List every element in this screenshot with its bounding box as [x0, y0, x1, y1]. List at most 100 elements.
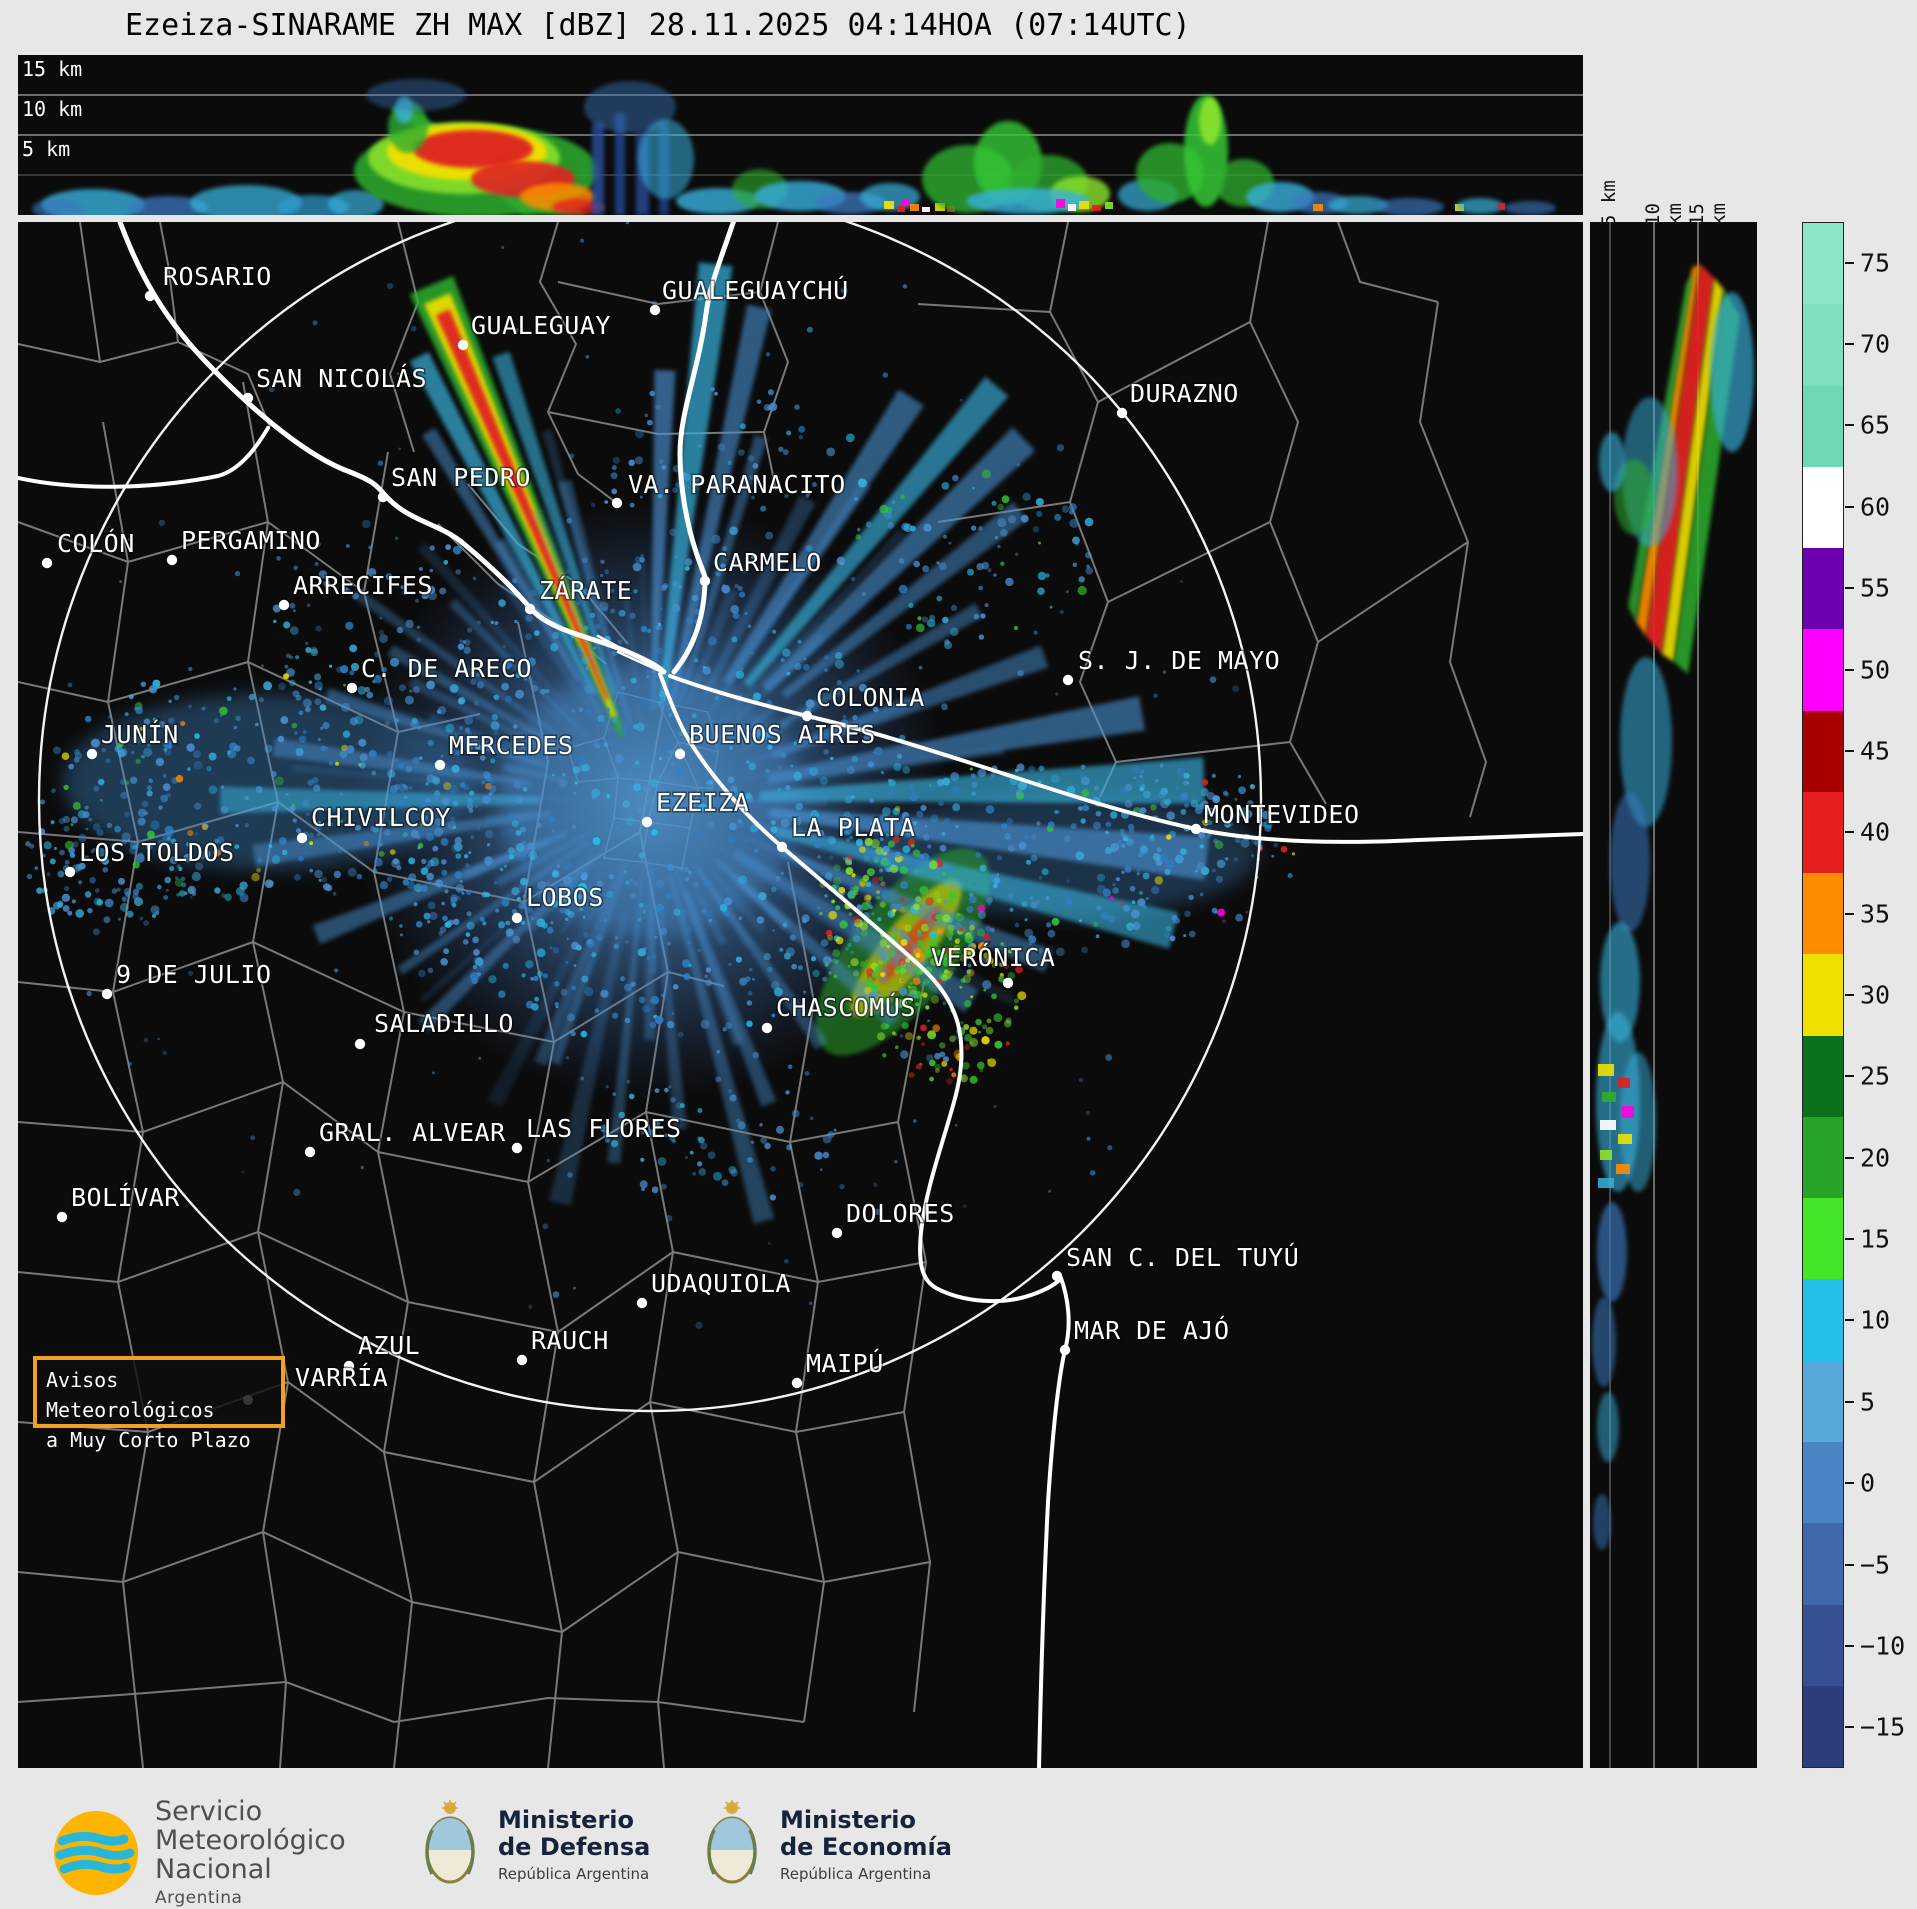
echo-speckle [119, 580, 122, 583]
city-label: S. J. DE MAYO [1078, 646, 1280, 675]
echo-speckle [505, 928, 514, 937]
echo-speckle [452, 800, 459, 807]
echo-speckle [851, 755, 858, 763]
echo-speckle [1150, 804, 1157, 811]
echo-speckle [917, 929, 922, 934]
echo-speckle [536, 971, 543, 977]
echo-speckle [910, 785, 914, 789]
echo-speckle [310, 648, 319, 657]
echo-speckle [915, 1002, 920, 1007]
echo-speckle [953, 1035, 959, 1040]
echo-speckle [345, 621, 354, 630]
echo-speckle [1131, 900, 1136, 904]
echo-shape [1602, 1092, 1616, 1102]
echo-speckle [522, 786, 528, 792]
echo-beam [396, 840, 590, 975]
echo-speckle [477, 827, 480, 830]
echo-speckle [1036, 899, 1041, 904]
echo-speckle [982, 1024, 988, 1030]
echo-speckle [476, 681, 485, 689]
echo-speckle [1046, 922, 1052, 928]
echo-speckle [991, 500, 997, 506]
parana-river [117, 222, 667, 675]
echo-speckle [573, 792, 577, 796]
echo-speckle [1263, 820, 1273, 829]
echo-speckle [1250, 854, 1254, 858]
echo-speckle [705, 979, 713, 987]
echo-speckle [1016, 763, 1025, 772]
echo-shape [1079, 201, 1089, 209]
echo-speckle [1121, 870, 1125, 875]
echo-speckle [1003, 945, 1007, 949]
echo-speckle [879, 901, 886, 908]
echo-speckle [852, 935, 860, 943]
echo-speckle [1110, 842, 1120, 852]
echo-speckle [1119, 901, 1124, 906]
echo-speckle [643, 904, 649, 909]
echo-speckle [714, 797, 720, 803]
echo-speckle [673, 908, 681, 916]
echo-speckle [693, 658, 699, 663]
echo-shape [1456, 198, 1504, 214]
echo-speckle [305, 642, 309, 645]
echo-speckle [604, 569, 610, 575]
echo-speckle [124, 712, 129, 717]
city-dot [56, 1211, 68, 1223]
echo-speckle [399, 924, 403, 928]
echo-speckle [120, 902, 129, 912]
echo-speckle [878, 876, 884, 882]
echo-speckle [626, 1080, 631, 1084]
echo-speckle [1032, 526, 1040, 533]
echo-speckle [482, 795, 491, 804]
echo-speckle [907, 830, 914, 837]
echo-shape [1646, 264, 1714, 654]
dbz-colorbar [1802, 222, 1844, 1768]
echo-speckle [193, 750, 201, 758]
echo-speckle [859, 846, 866, 853]
echo-speckle [1035, 497, 1044, 506]
echo-speckle [603, 742, 609, 748]
echo-speckle [969, 1075, 978, 1084]
echo-speckle [730, 604, 740, 614]
echo-speckle [698, 1136, 705, 1144]
echo-speckle [675, 768, 684, 777]
echo-speckle [565, 917, 569, 922]
echo-speckle [1126, 922, 1135, 931]
echo-speckle [912, 944, 918, 950]
echo-speckle [259, 697, 264, 703]
echo-speckle [326, 821, 333, 828]
echo-speckle [1059, 609, 1064, 615]
echo-speckle [986, 1018, 992, 1024]
echo-speckle [900, 897, 906, 903]
echo-speckle [1095, 934, 1100, 939]
echo-speckle [1048, 1190, 1051, 1193]
echo-speckle [295, 747, 304, 757]
echo-speckle [513, 780, 522, 790]
echo-speckle [847, 964, 851, 968]
echo-speckle [977, 768, 987, 778]
echo-shape [1662, 278, 1724, 662]
city-label: ZÁRATE [539, 576, 632, 605]
echo-speckle [667, 1020, 675, 1029]
echo-speckle [899, 855, 905, 861]
echo-speckle [582, 557, 588, 564]
echo-speckle [661, 465, 667, 470]
echo-speckle [416, 637, 422, 643]
echo-speckle [64, 885, 70, 892]
echo-speckle [933, 955, 939, 961]
echo-speckle [763, 952, 771, 961]
echo-speckle [1109, 896, 1115, 901]
echo-speckle [853, 969, 860, 975]
echo-speckle [1143, 790, 1151, 799]
echo-speckle [187, 970, 194, 976]
echo-speckle [886, 956, 890, 961]
echo-speckle [893, 762, 902, 772]
echo-speckle [1132, 764, 1141, 773]
echo-speckle [749, 967, 753, 972]
echo-speckle [219, 706, 228, 716]
echo-speckle [305, 706, 311, 713]
echo-speckle [595, 623, 601, 630]
echo-speckle [571, 985, 576, 991]
echo-speckle [1188, 930, 1196, 938]
